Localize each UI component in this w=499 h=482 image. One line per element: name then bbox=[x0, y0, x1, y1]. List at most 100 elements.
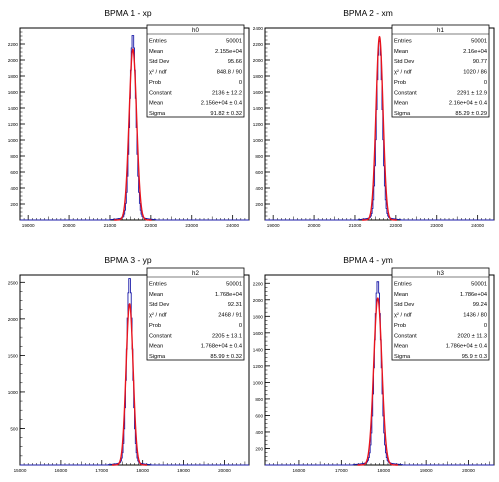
stats-row-label: Mean bbox=[149, 344, 163, 350]
panel-1: BPMA 1 - xp 200 400 600 800 1000 1200 1400 1600 1… bbox=[8, 8, 250, 228]
x-tick-label: 20000 bbox=[308, 223, 321, 228]
y-tick-label: 2000 bbox=[8, 317, 19, 322]
stats-row-label: Std Dev bbox=[394, 59, 414, 65]
x-tick-label: 17000 bbox=[95, 468, 108, 473]
stats-row-value: 2.16e+04 bbox=[463, 49, 487, 55]
x-tick-label: 23000 bbox=[430, 223, 443, 228]
stats-row-label: Mean bbox=[149, 101, 163, 107]
stats-row-label: χ² / ndf bbox=[394, 70, 412, 76]
stats-row-value: 0 bbox=[484, 323, 487, 329]
x-tick-label: 17000 bbox=[335, 468, 348, 473]
y-tick-label: 600 bbox=[10, 170, 18, 175]
y-tick-label: 200 bbox=[255, 446, 263, 451]
y-tick-label: 1000 bbox=[253, 138, 264, 143]
x-tick-label: 22000 bbox=[389, 223, 402, 228]
stats-row-value: 1.768e+04 ± 0.4 bbox=[201, 344, 242, 350]
stats-row-value: 50001 bbox=[226, 281, 242, 287]
stats-row-label: Std Dev bbox=[149, 59, 169, 65]
stats-row-label: Prob bbox=[149, 80, 161, 86]
y-tick-label: 2200 bbox=[8, 42, 19, 47]
y-tick-label: 400 bbox=[255, 186, 263, 191]
panel-3: BPMA 3 - yp 500 1000 1500 2000 2500 15000 16000… bbox=[8, 255, 250, 473]
y-tick-label: 1200 bbox=[253, 122, 264, 127]
y-tick-label: 1800 bbox=[253, 314, 264, 319]
x-tick-label: 21000 bbox=[104, 223, 117, 228]
stats-row-value: 95.66 bbox=[228, 59, 242, 65]
x-tick-label: 22000 bbox=[144, 223, 157, 228]
stats-row-label: Constant bbox=[149, 90, 172, 96]
stats-row-label: Mean bbox=[394, 49, 408, 55]
y-tick-label: 200 bbox=[10, 202, 18, 207]
y-tick-label: 1200 bbox=[8, 122, 19, 127]
gaussian-fit-curve bbox=[112, 303, 148, 466]
stats-row-value: 2.16e+04 ± 0.4 bbox=[449, 101, 487, 107]
panel-title: BPMA 3 - yp bbox=[104, 255, 152, 265]
panel-2: BPMA 2 - xm 200 400 600 800 1000 1200 1400 1600 1… bbox=[253, 8, 495, 228]
y-tick-label: 500 bbox=[10, 426, 18, 431]
y-tick-label: 800 bbox=[255, 397, 263, 402]
x-tick-label: 15000 bbox=[14, 468, 27, 473]
stats-row-value: 85.29 ± 0.29 bbox=[455, 111, 487, 117]
x-tick-label: 19000 bbox=[177, 468, 190, 473]
y-tick-label: 1400 bbox=[253, 106, 264, 111]
stats-box: h0 Entries 50001 Mean 2.155e+04 Std Dev 95.66 χ… bbox=[146, 24, 245, 118]
stats-box: h1 Entries 50001 Mean 2.16e+04 Std Dev 90.77 χ²… bbox=[391, 24, 490, 118]
y-tick-label: 1200 bbox=[253, 364, 264, 369]
stats-row-value: 1.768e+04 bbox=[215, 292, 242, 298]
stats-row-value: 91.82 ± 0.32 bbox=[210, 111, 242, 117]
stats-box-name: h1 bbox=[437, 27, 444, 34]
stats-row-label: Entries bbox=[394, 38, 412, 44]
stats-row-value: 99.24 bbox=[473, 302, 487, 308]
y-tick-label: 1800 bbox=[8, 74, 19, 79]
x-tick-label: 19000 bbox=[267, 223, 280, 228]
x-tick-label: 20000 bbox=[218, 468, 231, 473]
y-tick-label: 1800 bbox=[253, 74, 264, 79]
x-tick-label: 21000 bbox=[349, 223, 362, 228]
x-tick-label: 23000 bbox=[185, 223, 198, 228]
stats-row-value: 0 bbox=[239, 80, 242, 86]
gaussian-fit-curve bbox=[114, 48, 152, 221]
stats-row-label: Sigma bbox=[149, 111, 166, 117]
stats-row-value: 92.31 bbox=[228, 302, 242, 308]
stats-box-frame bbox=[391, 24, 490, 118]
stats-row-value: 2468 / 91 bbox=[218, 313, 242, 319]
y-tick-label: 600 bbox=[255, 170, 263, 175]
y-tick-label: 1400 bbox=[8, 106, 19, 111]
x-tick-label: 16000 bbox=[55, 468, 68, 473]
y-tick-label: 1600 bbox=[8, 90, 19, 95]
stats-row-label: Sigma bbox=[394, 111, 411, 117]
y-tick-label: 400 bbox=[255, 430, 263, 435]
stats-box: h2 Entries 50001 Mean 1.768e+04 Std Dev 92.31 χ… bbox=[146, 267, 245, 361]
x-tick-label: 18000 bbox=[377, 468, 390, 473]
stats-row-label: Prob bbox=[394, 323, 406, 329]
panel-title: BPMA 4 - ym bbox=[343, 255, 393, 265]
y-tick-label: 2000 bbox=[253, 298, 264, 303]
y-tick-label: 2400 bbox=[253, 26, 264, 31]
x-tick-label: 19000 bbox=[22, 223, 35, 228]
stats-row-label: χ² / ndf bbox=[149, 70, 167, 76]
stats-row-label: Constant bbox=[149, 333, 172, 339]
y-tick-label: 1600 bbox=[253, 90, 264, 95]
x-tick-label: 24000 bbox=[226, 223, 239, 228]
stats-row-value: 50001 bbox=[226, 38, 242, 44]
y-tick-label: 200 bbox=[255, 202, 263, 207]
stats-row-value: 1436 / 80 bbox=[463, 313, 487, 319]
stats-row-value: 2.156e+04 ± 0.4 bbox=[201, 101, 242, 107]
panel-4: BPMA 4 - ym 200 400 600 800 1000 1200 1400 1600 1… bbox=[253, 255, 495, 473]
stats-row-label: Prob bbox=[394, 80, 406, 86]
y-tick-label: 1000 bbox=[8, 138, 19, 143]
stats-row-label: Sigma bbox=[149, 354, 166, 360]
y-tick-label: 400 bbox=[10, 186, 18, 191]
stats-row-value: 1.786e+04 bbox=[460, 292, 487, 298]
stats-row-label: Std Dev bbox=[394, 302, 414, 308]
stats-row-value: 95.9 ± 0.3 bbox=[462, 354, 487, 360]
y-tick-label: 800 bbox=[10, 154, 18, 159]
stats-row-value: 85.99 ± 0.32 bbox=[210, 354, 242, 360]
y-tick-label: 2200 bbox=[253, 281, 264, 286]
stats-row-value: 50001 bbox=[471, 281, 487, 287]
stats-box-name: h3 bbox=[437, 270, 444, 277]
stats-row-value: 0 bbox=[239, 323, 242, 329]
stats-row-label: Mean bbox=[394, 292, 408, 298]
stats-row-value: 2020 ± 11.3 bbox=[457, 333, 487, 339]
y-tick-label: 1000 bbox=[8, 390, 19, 395]
